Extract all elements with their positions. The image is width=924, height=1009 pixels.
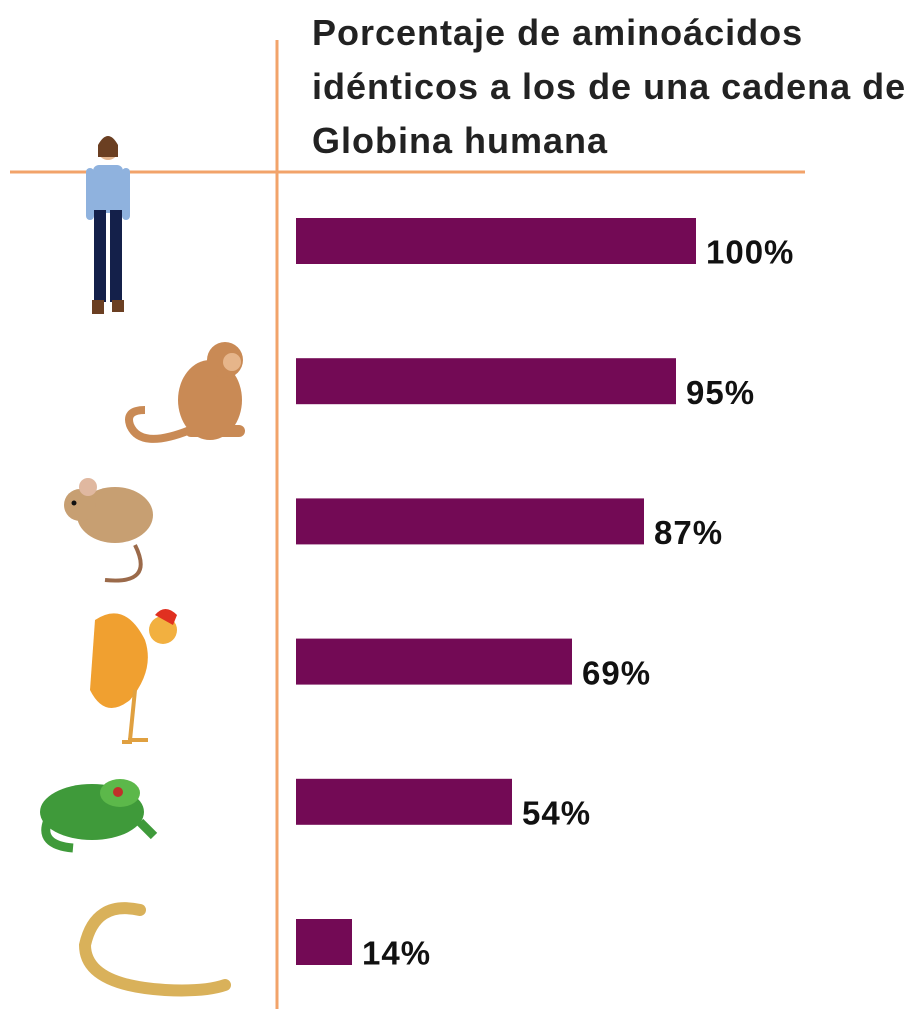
- rooster-icon: [90, 609, 177, 744]
- monkey-icon: [125, 342, 245, 443]
- bar: [296, 498, 644, 545]
- value-label: 87%: [654, 514, 723, 551]
- value-label: 54%: [522, 795, 591, 832]
- value-label: 100%: [706, 234, 794, 271]
- bar: [296, 919, 352, 965]
- bar: [296, 778, 512, 825]
- value-label: 95%: [686, 374, 755, 411]
- mouse-icon: [64, 478, 153, 583]
- human-icon: [86, 136, 130, 314]
- chart-title: Porcentaje de aminoácidos idénticos a lo…: [312, 12, 907, 161]
- frog-icon: [40, 779, 158, 853]
- bar: [296, 218, 696, 264]
- value-label: 69%: [582, 654, 651, 691]
- bar: [296, 358, 676, 405]
- bar: [296, 638, 572, 685]
- eel-icon: [78, 902, 231, 997]
- value-label: 14%: [362, 935, 431, 972]
